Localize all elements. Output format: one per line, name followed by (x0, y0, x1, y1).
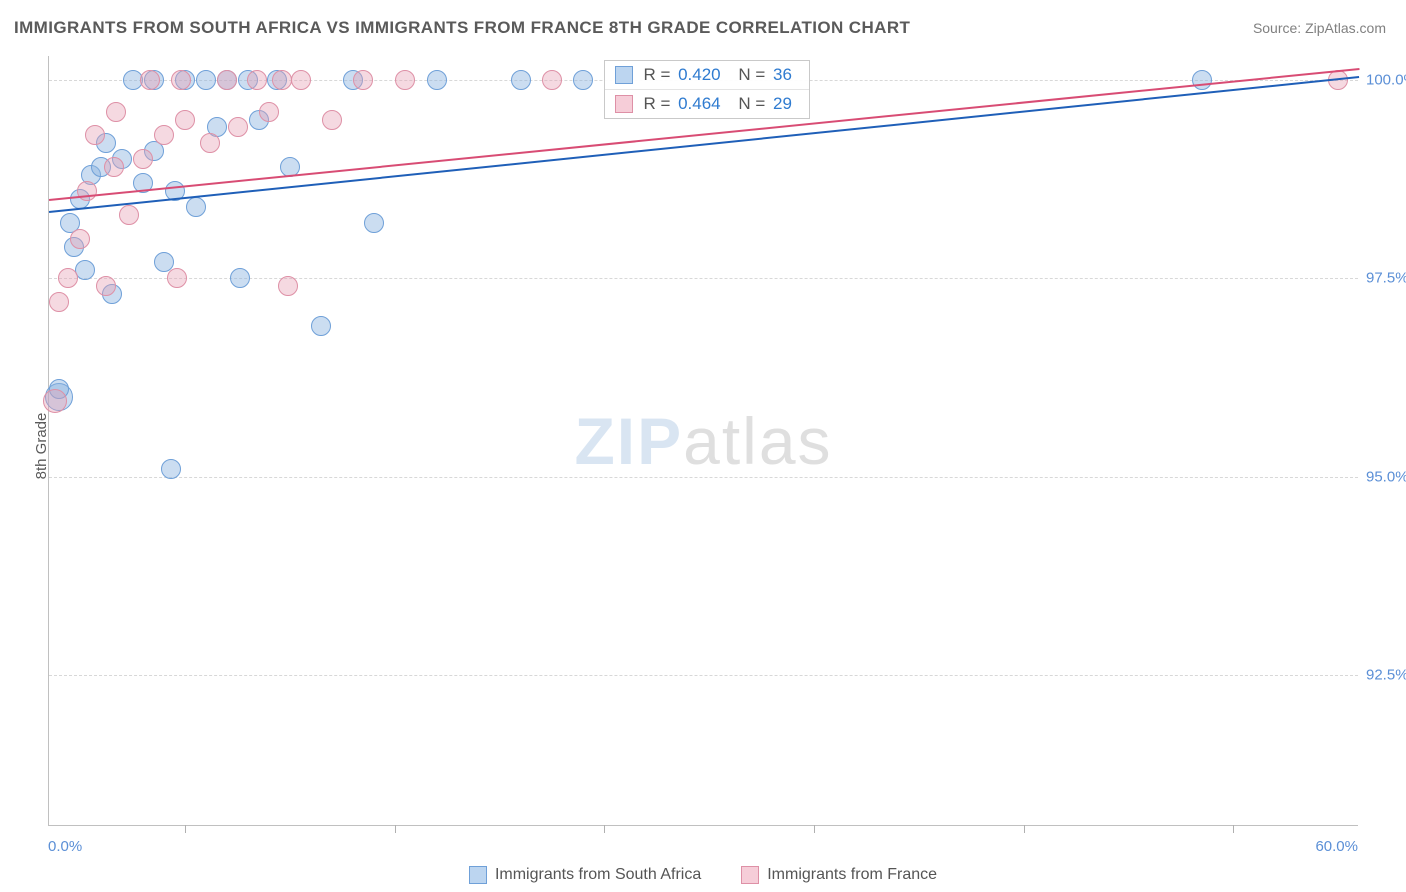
x-tick (604, 825, 605, 833)
legend-label: Immigrants from France (767, 866, 937, 884)
data-point (217, 70, 237, 90)
x-tick (185, 825, 186, 833)
data-point (200, 133, 220, 153)
data-point (427, 70, 447, 90)
watermark: ZIPatlas (574, 403, 832, 479)
data-point (542, 70, 562, 90)
x-min-label: 0.0% (48, 838, 82, 855)
data-point (140, 70, 160, 90)
data-point (364, 213, 384, 233)
data-point (77, 181, 97, 201)
y-tick-label: 97.5% (1366, 270, 1406, 287)
data-point (106, 102, 126, 122)
data-point (247, 70, 267, 90)
bottom-legend: Immigrants from South Africa Immigrants f… (0, 866, 1406, 884)
data-point (272, 70, 292, 90)
data-point (395, 70, 415, 90)
stats-row: R = 0.420 N = 36 (605, 61, 809, 89)
data-point (186, 197, 206, 217)
x-tick (1233, 825, 1234, 833)
data-point (70, 229, 90, 249)
x-max-label: 60.0% (1315, 838, 1358, 855)
r-label: R = 0.420 (643, 65, 723, 85)
legend-swatch (615, 95, 633, 113)
n-value: 29 (773, 94, 792, 113)
x-tick (395, 825, 396, 833)
data-point (154, 125, 174, 145)
data-point (58, 268, 78, 288)
n-value: 36 (773, 65, 792, 84)
r-value: 0.464 (678, 94, 721, 113)
data-point (196, 70, 216, 90)
data-point (43, 389, 67, 413)
data-point (49, 292, 69, 312)
data-point (119, 205, 139, 225)
r-label: R = 0.464 (643, 94, 723, 114)
gridline (49, 675, 1358, 676)
data-point (161, 459, 181, 479)
legend-swatch (469, 866, 487, 884)
data-point (291, 70, 311, 90)
legend-swatch (615, 66, 633, 84)
n-label: N = 29 (734, 94, 795, 114)
data-point (322, 110, 342, 130)
data-point (175, 110, 195, 130)
stats-row: R = 0.464 N = 29 (605, 89, 809, 118)
data-point (230, 268, 250, 288)
stats-box: R = 0.420 N = 36R = 0.464 N = 29 (604, 60, 810, 119)
data-point (104, 157, 124, 177)
data-point (1192, 70, 1212, 90)
legend-item: Immigrants from France (741, 866, 937, 884)
plot-area: ZIPatlas 92.5%95.0%97.5%100.0%R = 0.420 … (48, 56, 1358, 826)
source-label: Source: ZipAtlas.com (1253, 20, 1386, 36)
y-tick-label: 95.0% (1366, 468, 1406, 485)
data-point (573, 70, 593, 90)
data-point (353, 70, 373, 90)
data-point (96, 276, 116, 296)
watermark-zip: ZIP (574, 404, 683, 478)
gridline (49, 477, 1358, 478)
y-tick-label: 100.0% (1366, 71, 1406, 88)
data-point (511, 70, 531, 90)
y-tick-label: 92.5% (1366, 667, 1406, 684)
data-point (85, 125, 105, 145)
r-value: 0.420 (678, 65, 721, 84)
chart-title: IMMIGRANTS FROM SOUTH AFRICA VS IMMIGRAN… (14, 18, 910, 38)
data-point (311, 316, 331, 336)
legend-swatch (741, 866, 759, 884)
x-tick (1024, 825, 1025, 833)
data-point (171, 70, 191, 90)
n-label: N = 36 (734, 65, 795, 85)
data-point (259, 102, 279, 122)
data-point (133, 149, 153, 169)
watermark-atlas: atlas (683, 404, 832, 478)
legend-item: Immigrants from South Africa (469, 866, 701, 884)
legend-label: Immigrants from South Africa (495, 866, 701, 884)
data-point (278, 276, 298, 296)
data-point (228, 117, 248, 137)
x-tick (814, 825, 815, 833)
data-point (167, 268, 187, 288)
